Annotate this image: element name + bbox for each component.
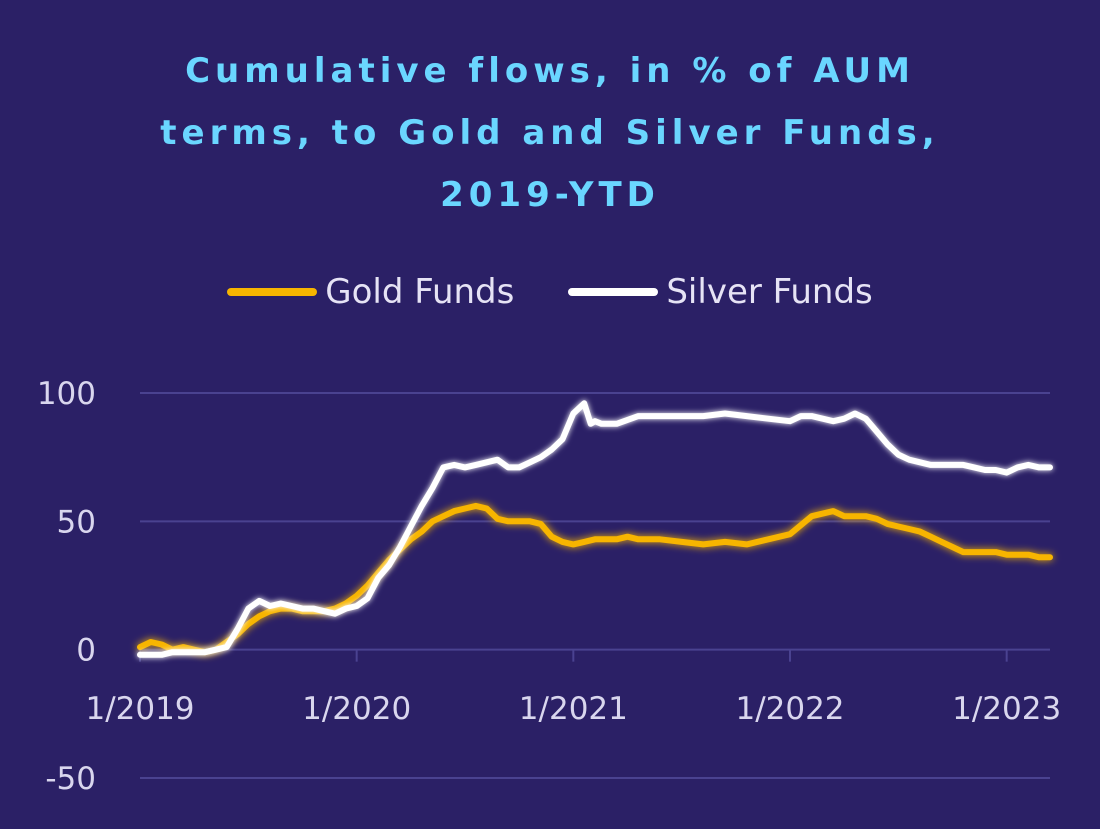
y-tick-label: 50 bbox=[57, 504, 96, 540]
chart-title: Cumulative flows, in % of AUM terms, to … bbox=[0, 40, 1100, 226]
chart-title-line: 2019-YTD bbox=[440, 175, 660, 215]
x-tick-label: 1/2019 bbox=[85, 691, 194, 727]
chart-title-line: terms, to Gold and Silver Funds, bbox=[160, 113, 940, 153]
legend-swatch-silver bbox=[568, 288, 659, 296]
series-line-silver bbox=[137, 400, 1053, 658]
legend: Gold Funds Silver Funds bbox=[0, 272, 1100, 312]
x-tick-label: 1/2023 bbox=[952, 691, 1061, 727]
y-tick-label: 100 bbox=[37, 376, 96, 412]
x-tick-label: 1/2020 bbox=[302, 691, 411, 727]
chart-title-line: Cumulative flows, in % of AUM bbox=[185, 51, 915, 91]
legend-label-gold: Gold Funds bbox=[325, 272, 515, 312]
y-tick-label: 0 bbox=[76, 633, 96, 669]
legend-swatch-gold bbox=[227, 288, 318, 296]
x-tick-label: 1/2022 bbox=[735, 691, 844, 727]
legend-label-silver: Silver Funds bbox=[666, 272, 873, 312]
series-line-gold bbox=[137, 502, 1053, 656]
legend-item-silver: Silver Funds bbox=[568, 272, 873, 312]
x-tick-label: 1/2021 bbox=[519, 691, 628, 727]
y-tick-label: -50 bbox=[45, 761, 96, 797]
legend-item-gold: Gold Funds bbox=[227, 272, 514, 312]
